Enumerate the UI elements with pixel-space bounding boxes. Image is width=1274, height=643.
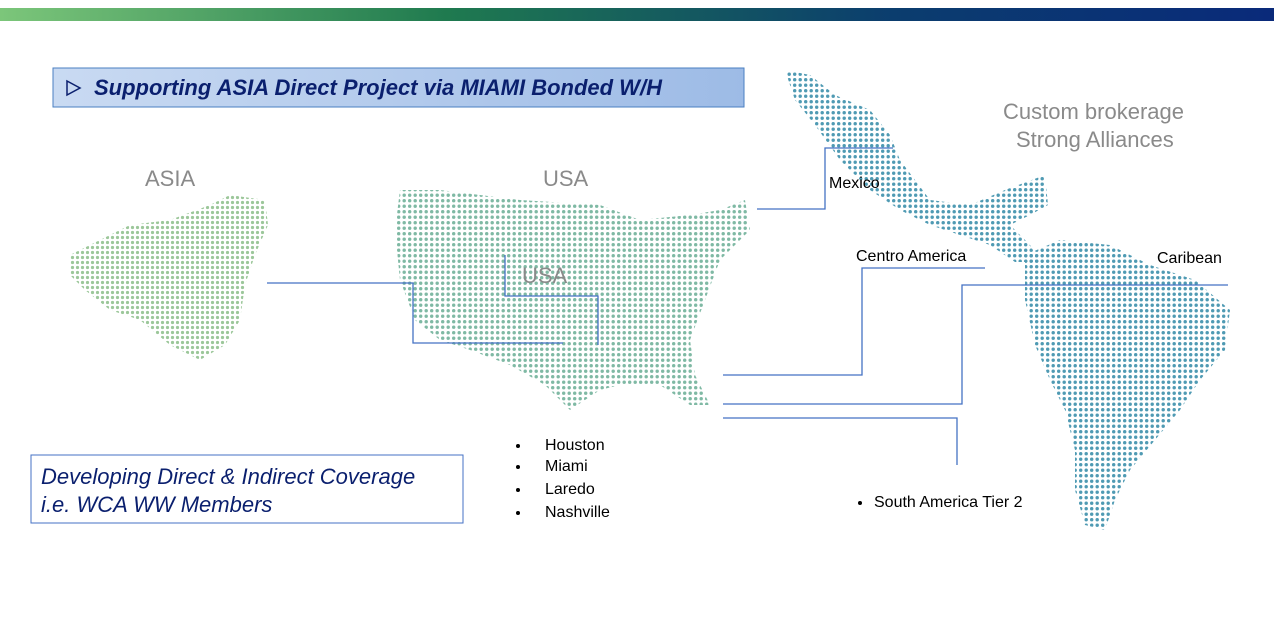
banner <box>52 67 745 108</box>
mexico-map <box>785 70 1048 262</box>
south-america-map <box>1025 240 1230 530</box>
banner-title: Supporting ASIA Direct Project via MIAMI… <box>94 75 662 100</box>
connector <box>267 282 563 344</box>
region-label: South America Tier 2 <box>874 494 1023 511</box>
top-bar <box>0 8 1274 21</box>
asia-map <box>70 195 268 360</box>
region-label: USA <box>543 166 589 191</box>
connector <box>757 147 893 210</box>
region-label: Mexico <box>829 175 880 192</box>
city: Laredo <box>545 481 595 498</box>
connector <box>723 417 958 465</box>
alliance-text: Custom brokerage <box>1003 99 1184 124</box>
region-label: Caribean <box>1157 250 1222 267</box>
city: Miami <box>545 458 588 475</box>
region-label: ASIA <box>145 166 196 191</box>
region-label: USA <box>522 263 568 288</box>
coverage-text: i.e. WCA WW Members <box>41 492 273 517</box>
alliance-text: Strong Alliances <box>1016 127 1174 152</box>
region-label: Centro America <box>856 248 967 265</box>
bullets <box>516 444 862 515</box>
city: Houston <box>545 437 605 454</box>
connector <box>723 267 985 376</box>
city: Nashville <box>545 504 610 521</box>
coverage-text: Developing Direct & Indirect Coverage <box>41 464 416 489</box>
connector <box>723 284 1228 405</box>
banner-arrow <box>66 79 82 97</box>
connector <box>504 255 599 345</box>
usa-map <box>395 190 750 410</box>
coverage-box <box>30 454 464 524</box>
